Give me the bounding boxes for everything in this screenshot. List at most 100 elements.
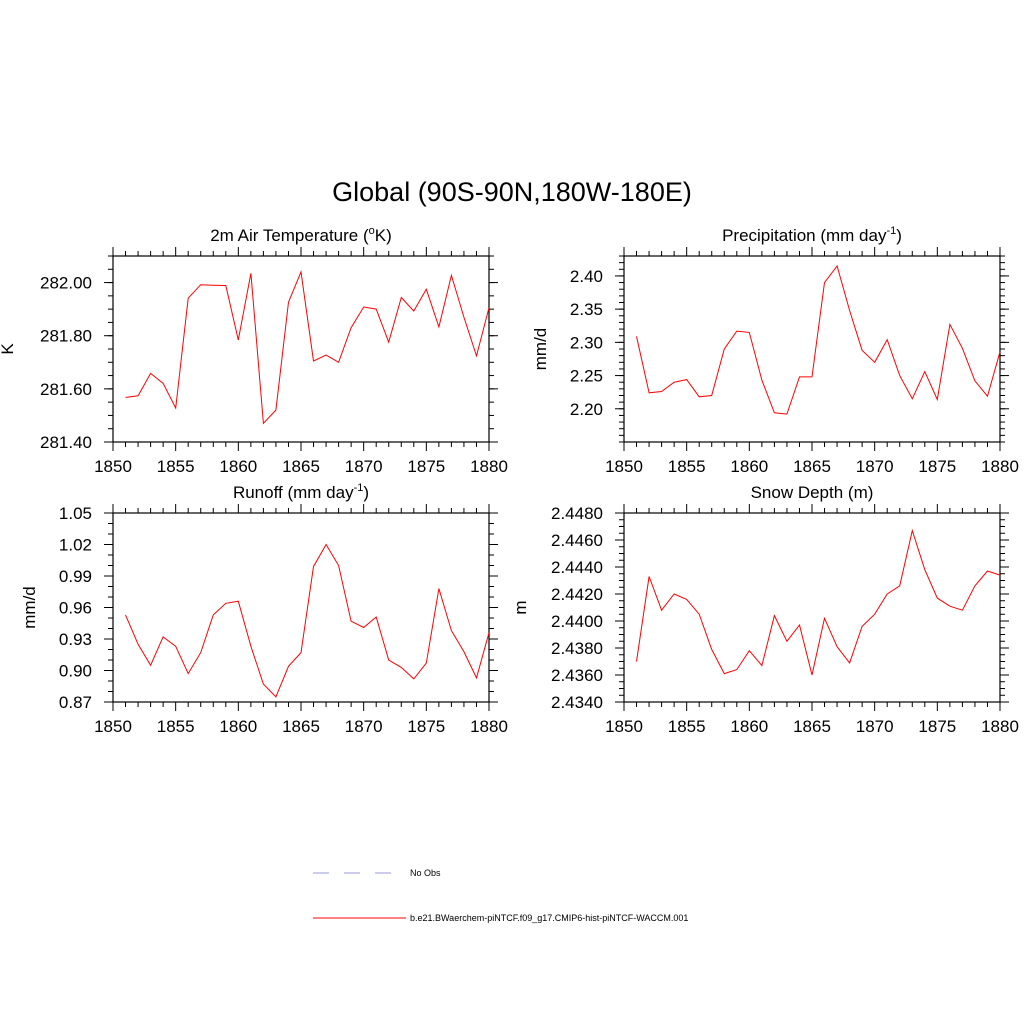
panel-title-superscript: -1 (354, 482, 364, 494)
y-tick-label: 0.99 (59, 567, 92, 586)
data-point (999, 351, 1000, 352)
data-point (376, 309, 377, 310)
data-point (275, 410, 276, 411)
data-point (887, 593, 888, 594)
y-tick-label: 2.4420 (551, 585, 603, 604)
data-point (137, 644, 138, 645)
y-axis-label: mm/d (531, 328, 550, 371)
data-point (288, 666, 289, 667)
data-point (937, 399, 938, 400)
x-tick-label: 1855 (157, 457, 195, 476)
y-tick-label: 282.00 (40, 274, 92, 293)
data-point (974, 585, 975, 586)
data-point (225, 285, 226, 286)
data-point (300, 271, 301, 272)
panel-title-text: Runoff (mm day (233, 483, 354, 502)
data-point (213, 614, 214, 615)
data-point (351, 327, 352, 328)
legend-label-no-obs: No Obs (410, 868, 441, 878)
x-tick-label: 1865 (282, 457, 320, 476)
x-tick-label: 1850 (605, 457, 643, 476)
data-point (786, 641, 787, 642)
panel-title-superscript: o (369, 225, 375, 237)
data-point (974, 380, 975, 381)
x-tick-label: 1875 (918, 717, 956, 736)
data-point (736, 330, 737, 331)
data-point (275, 696, 276, 697)
data-point (648, 576, 649, 577)
data-point (150, 373, 151, 374)
data-point (476, 355, 477, 356)
y-tick-label: 2.4340 (551, 693, 603, 712)
data-point (325, 544, 326, 545)
data-point (987, 570, 988, 571)
data-point (188, 298, 189, 299)
data-point (150, 665, 151, 666)
data-point (686, 599, 687, 600)
panel-title-suffix: ) (896, 226, 902, 245)
y-tick-label: 0.93 (59, 630, 92, 649)
figure-title: Global (90S-90N,180W-180E) (332, 177, 692, 207)
legend: No Obs b.e21.BWaerchem-piNTCF.f09_g17.CM… (313, 868, 688, 923)
data-point (338, 565, 339, 566)
panel-title: Snow Depth (m) (751, 483, 874, 502)
data-point (426, 663, 427, 664)
y-tick-label: 1.05 (59, 504, 92, 523)
data-point (987, 396, 988, 397)
x-tick-label: 1860 (730, 457, 768, 476)
y-tick-label: 2.4440 (551, 558, 603, 577)
y-tick-label: 2.4460 (551, 531, 603, 550)
data-point (887, 339, 888, 340)
data-point (388, 341, 389, 342)
data-point (674, 382, 675, 383)
data-point (463, 651, 464, 652)
y-tick-label: 2.4380 (551, 639, 603, 658)
x-tick-label: 1860 (219, 717, 257, 736)
y-tick-label: 2.40 (570, 267, 603, 286)
data-point (711, 649, 712, 650)
x-tick-label: 1865 (282, 717, 320, 736)
x-tick-label: 1855 (668, 457, 706, 476)
y-tick-label: 2.35 (570, 300, 603, 319)
y-tick-label: 0.87 (59, 693, 92, 712)
data-point (724, 348, 725, 349)
data-point (250, 273, 251, 274)
data-point (761, 665, 762, 666)
data-point (175, 407, 176, 408)
data-point (476, 677, 477, 678)
panel-title-suffix: K) (375, 226, 392, 245)
data-point (648, 392, 649, 393)
data-point (824, 282, 825, 283)
data-point (413, 678, 414, 679)
x-tick-label: 1870 (345, 717, 383, 736)
data-point (263, 423, 264, 424)
data-point (463, 317, 464, 318)
data-point (962, 610, 963, 611)
data-point (438, 326, 439, 327)
data-point (924, 569, 925, 570)
data-point (200, 652, 201, 653)
data-point (250, 646, 251, 647)
x-tick-label: 1870 (345, 457, 383, 476)
data-point (912, 398, 913, 399)
data-point (811, 376, 812, 377)
data-point (636, 661, 637, 662)
y-axis-label: mm/d (20, 586, 39, 629)
data-point (163, 636, 164, 637)
panel-title: Precipitation (mm day-1) (722, 225, 902, 245)
legend-label-model: b.e21.BWaerchem-piNTCF.f09_g17.CMIP6-his… (410, 913, 688, 923)
data-point (774, 615, 775, 616)
data-point (699, 614, 700, 615)
data-point (674, 593, 675, 594)
data-point (213, 285, 214, 286)
data-point (749, 332, 750, 333)
x-tick-label: 1880 (981, 457, 1019, 476)
data-point (786, 414, 787, 415)
data-point (937, 597, 938, 598)
y-tick-label: 281.60 (40, 380, 92, 399)
data-point (949, 324, 950, 325)
data-point (263, 684, 264, 685)
data-point (811, 674, 812, 675)
data-point (288, 302, 289, 303)
x-tick-label: 1855 (668, 717, 706, 736)
